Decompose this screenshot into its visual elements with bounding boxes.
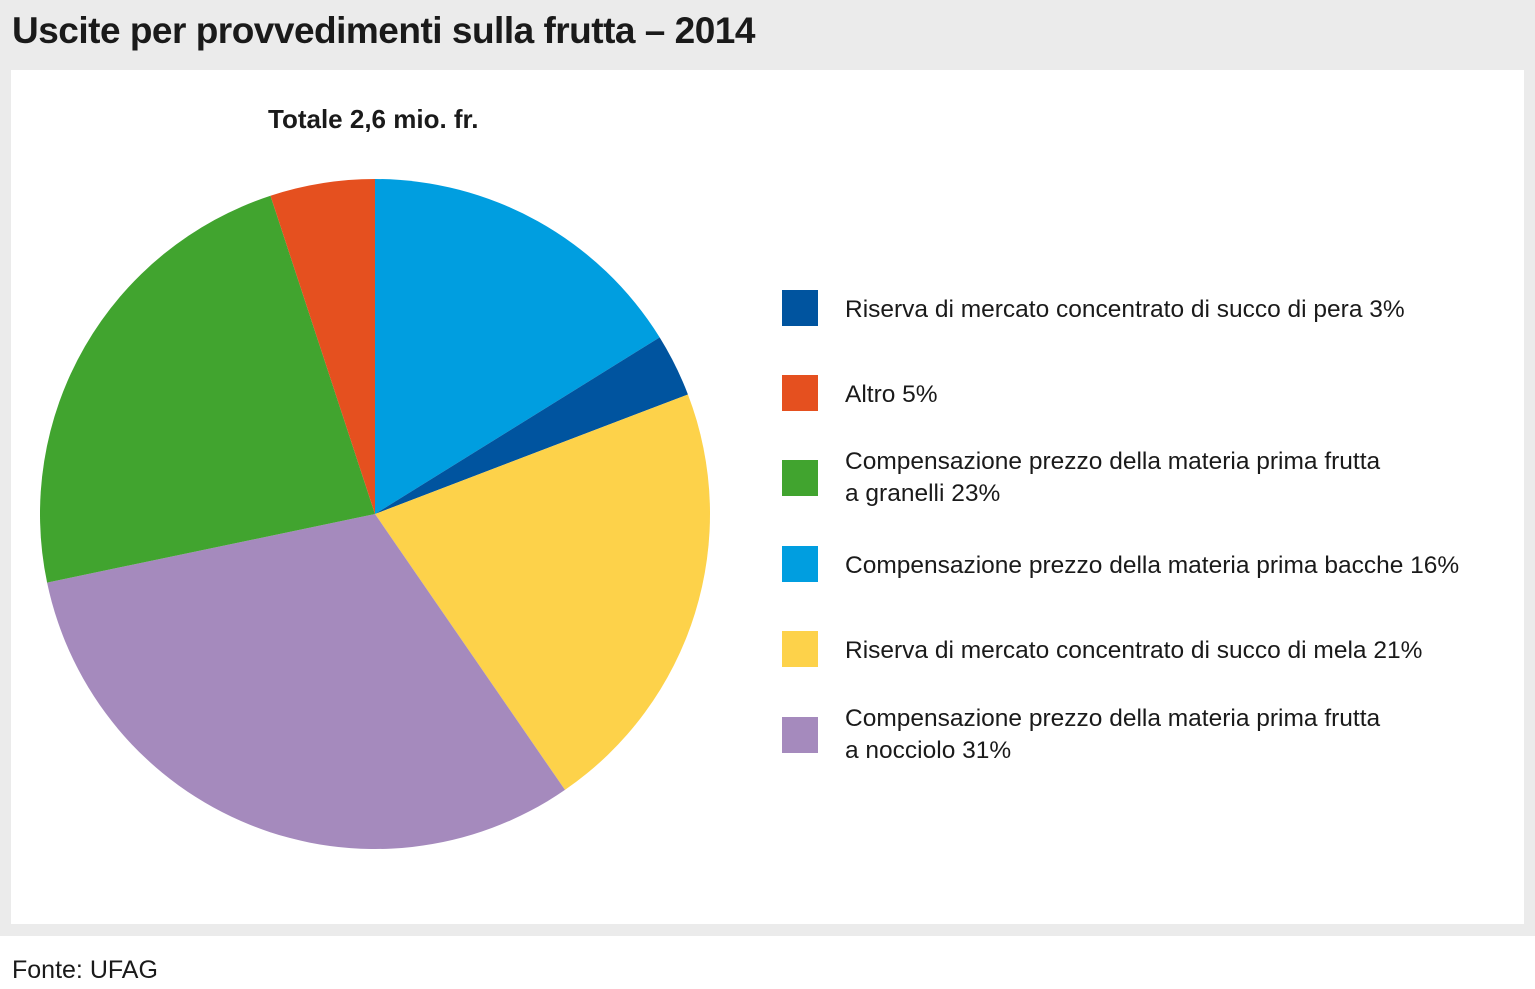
legend-label-bacche: Compensazione prezzo della materia prima… — [845, 552, 1460, 579]
legend-label-granelli: Compensazione prezzo della materia prima… — [845, 448, 1381, 507]
header-bar: Uscite per provvedimenti sulla frutta – … — [0, 0, 1535, 70]
legend-swatch-granelli — [782, 460, 818, 496]
pie-slice-altro — [270, 179, 375, 514]
pie-slice-nocciolo — [47, 514, 565, 850]
chart-legend: Riserva di mercato concentrato di succo … — [782, 0, 1522, 989]
legend-swatch-mela — [782, 631, 818, 667]
chart-title: Uscite per provvedimenti sulla frutta – … — [12, 10, 755, 51]
legend-swatch-bacche — [782, 546, 818, 582]
pie-slice-bacche — [375, 179, 660, 514]
legend-label-nocciolo: Compensazione prezzo della materia prima… — [845, 705, 1381, 764]
legend-swatch-pera — [782, 290, 818, 326]
legend-label-pera: Riserva di mercato concentrato di succo … — [845, 296, 1405, 323]
chart-subtitle: Totale 2,6 mio. fr. — [268, 104, 479, 134]
source-note: Fonte: UFAG — [12, 956, 158, 984]
pie-slice-pera — [375, 337, 688, 514]
pie-slice-granelli — [39, 195, 376, 583]
legend-label-altro: Altro 5% — [845, 381, 938, 408]
pie-chart — [39, 179, 711, 850]
pie-slice-mela — [375, 394, 711, 790]
legend-swatch-altro — [782, 375, 818, 411]
legend-swatch-nocciolo — [782, 717, 818, 753]
legend-label-mela: Riserva di mercato concentrato di succo … — [845, 637, 1423, 664]
